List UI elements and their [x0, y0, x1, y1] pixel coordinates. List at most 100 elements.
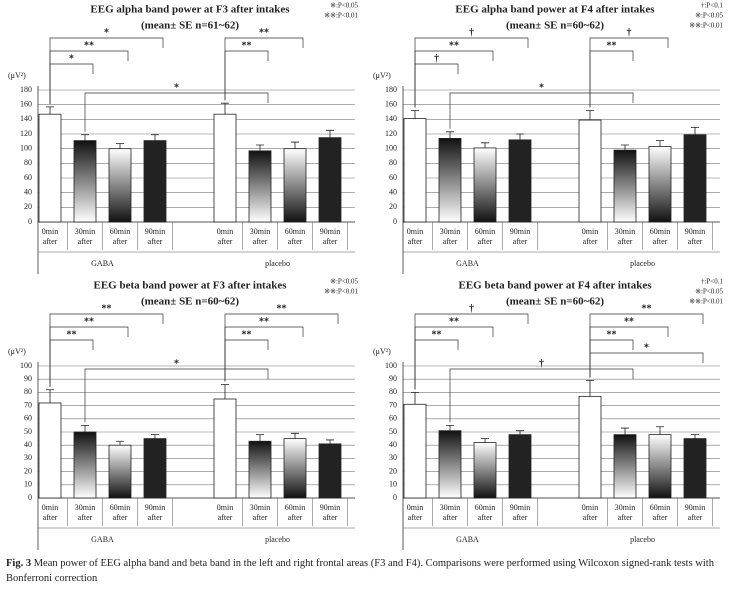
y-axis-label: (μV²) — [8, 71, 26, 80]
bar — [38, 402, 62, 499]
error-bar — [221, 384, 229, 399]
significance-label: ** — [642, 303, 652, 314]
significance-label: † — [539, 358, 544, 369]
y-tick-label: 20 — [24, 202, 32, 211]
x-tick-label: after — [688, 237, 703, 246]
significance-bracket — [224, 50, 269, 101]
error-bar — [326, 129, 334, 138]
error-bar — [481, 438, 489, 443]
error-bar — [81, 134, 89, 141]
x-tick-label: after — [113, 237, 128, 246]
significance-label: * — [69, 53, 74, 64]
bar — [473, 442, 497, 499]
error-bar — [46, 106, 54, 115]
significance-label: ** — [242, 329, 252, 340]
y-tick-label: 0 — [28, 493, 32, 502]
significance-bracket — [84, 92, 269, 132]
x-tick-label: after — [253, 513, 268, 522]
x-tick-label: 0min — [582, 227, 598, 236]
significance-bracket — [414, 313, 529, 390]
x-tick-label: 0min — [42, 227, 58, 236]
y-tick-label: 80 — [389, 158, 397, 167]
error-bar — [446, 131, 454, 139]
significance-bracket — [49, 63, 94, 104]
significance-bracket — [449, 368, 634, 423]
x-tick-label: after — [408, 237, 423, 246]
error-bar — [256, 144, 264, 151]
x-tick-label: 90min — [145, 503, 165, 512]
significance-bracket — [49, 37, 164, 104]
significance-legend: †:P<0.1 — [701, 278, 724, 286]
bar — [213, 113, 237, 223]
chart-title: EEG alpha band power at F4 after intakes — [455, 4, 655, 16]
error-bar — [691, 434, 699, 439]
chart-panel: EEG alpha band power at F3 after intakes… — [8, 2, 358, 274]
y-tick-label: 60 — [24, 173, 32, 182]
x-tick-label: 90min — [145, 227, 165, 236]
chart-title: EEG beta band power at F4 after intakes — [458, 280, 652, 292]
y-tick-label: 60 — [389, 414, 397, 423]
y-tick-label: 60 — [24, 414, 32, 423]
x-tick-label: 30min — [75, 227, 95, 236]
y-tick-label: 10 — [24, 480, 32, 489]
x-tick-label: 60min — [110, 227, 130, 236]
y-tick-label: 20 — [389, 466, 397, 475]
x-tick-label: after — [253, 237, 268, 246]
x-tick-label: 90min — [320, 227, 340, 236]
significance-label: ** — [67, 329, 77, 340]
y-tick-label: 30 — [389, 453, 397, 462]
x-tick-label: after — [618, 237, 633, 246]
x-tick-label: 60min — [475, 227, 495, 236]
x-tick-label: 0min — [407, 503, 423, 512]
y-tick-label: 80 — [24, 387, 32, 396]
significance-bracket — [414, 50, 494, 108]
significance-bracket — [224, 339, 269, 382]
y-tick-label: 80 — [24, 158, 32, 167]
error-bar — [256, 434, 264, 442]
x-tick-label: after — [288, 513, 303, 522]
significance-legend: ※※:P<0.01 — [689, 298, 723, 306]
x-tick-label: after — [148, 237, 163, 246]
y-axis-label: (μV²) — [8, 347, 26, 356]
bar — [438, 430, 462, 499]
x-tick-label: 0min — [582, 503, 598, 512]
y-tick-label: 40 — [24, 440, 32, 449]
bar — [403, 118, 427, 223]
bar — [438, 137, 462, 223]
error-bar — [221, 102, 229, 115]
y-tick-label: 40 — [389, 187, 397, 196]
x-tick-label: after — [653, 513, 668, 522]
x-tick-label: 60min — [650, 503, 670, 512]
group-label: GABA — [456, 259, 479, 268]
x-tick-label: after — [113, 513, 128, 522]
bar — [318, 443, 342, 499]
significance-label: ** — [607, 329, 617, 340]
significance-bracket — [84, 368, 269, 423]
significance-label: ** — [102, 303, 112, 314]
group-label: placebo — [265, 535, 290, 544]
significance-label: ** — [449, 316, 459, 327]
error-bar — [656, 426, 664, 435]
x-tick-label: after — [288, 237, 303, 246]
bar — [403, 403, 427, 499]
bar — [683, 438, 707, 499]
x-tick-label: after — [43, 237, 58, 246]
caption-label: Fig. 3 — [6, 558, 32, 569]
y-tick-label: 50 — [24, 427, 32, 436]
chart-subtitle: (mean± SE n=60~62) — [141, 296, 239, 308]
bar — [613, 149, 637, 223]
error-bar — [516, 133, 524, 140]
x-tick-label: after — [513, 513, 528, 522]
x-tick-label: after — [583, 237, 598, 246]
error-bar — [151, 434, 159, 439]
significance-bracket — [414, 326, 494, 390]
x-tick-label: after — [443, 237, 458, 246]
x-tick-label: 60min — [285, 503, 305, 512]
significance-label: ** — [242, 40, 252, 51]
y-tick-label: 120 — [385, 129, 397, 138]
bar — [318, 137, 342, 223]
y-tick-label: 90 — [24, 374, 32, 383]
significance-bracket — [449, 92, 634, 129]
x-tick-label: after — [218, 237, 233, 246]
